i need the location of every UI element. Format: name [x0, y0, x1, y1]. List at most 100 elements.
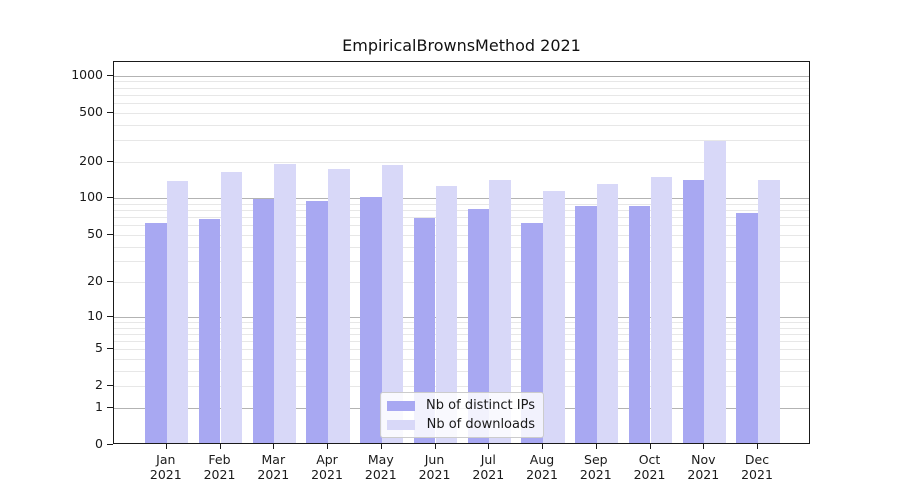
x-tick-mark: [703, 444, 705, 449]
x-tick-label: Jan 2021: [149, 452, 182, 482]
y-tick-label: 5: [95, 340, 103, 356]
bar-downloads: [220, 171, 243, 443]
y-tick-label: 10: [87, 307, 103, 323]
gridline-minor: [114, 234, 809, 236]
bar-distinct-ips: [628, 205, 651, 443]
bar-distinct-ips: [682, 179, 705, 443]
bar-downloads: [328, 169, 350, 443]
gridline-minor: [114, 87, 809, 89]
y-tick-mark: [107, 111, 113, 113]
gridline-major: [114, 75, 809, 77]
y-tick-label: 500: [79, 103, 103, 119]
bar-distinct-ips: [360, 197, 382, 443]
x-tick-label: May 2021: [364, 452, 397, 482]
x-tick-label: Apr 2021: [311, 452, 343, 482]
legend-label-distinct-ips: Nb of distinct IPs: [426, 398, 535, 413]
gridline-major: [114, 316, 809, 318]
gridline-minor: [114, 139, 809, 141]
y-tick-label: 2: [95, 377, 103, 393]
y-tick-label: 100: [79, 189, 103, 205]
y-tick-mark: [107, 348, 113, 350]
bar-downloads: [166, 180, 189, 443]
bar-distinct-ips: [252, 199, 275, 443]
gridline-minor: [114, 94, 809, 96]
gridline-minor: [114, 282, 809, 284]
y-tick-label: 0: [95, 436, 103, 451]
x-tick-label: Jun 2021: [418, 452, 451, 482]
y-tick-label: 1: [95, 398, 103, 414]
y-tick-mark: [107, 385, 113, 387]
gridline-minor: [114, 321, 809, 323]
legend-item-downloads: Nb of downloads: [387, 417, 535, 432]
plot-area: [113, 61, 810, 444]
bar-downloads: [435, 185, 458, 443]
y-tick-mark: [107, 74, 113, 76]
gridline-minor: [114, 333, 809, 335]
x-tick-mark: [488, 444, 490, 449]
gridline-minor: [114, 327, 809, 329]
legend-swatch-downloads: [387, 419, 415, 430]
gridline-minor: [114, 81, 809, 83]
bar-downloads: [489, 180, 511, 443]
y-tick-mark: [107, 160, 113, 162]
legend-label-downloads: Nb of downloads: [426, 417, 535, 432]
bar-downloads: [596, 184, 619, 443]
gridline-major: [114, 198, 809, 200]
x-tick-mark: [165, 444, 167, 449]
gridline-minor: [114, 102, 809, 104]
bar-downloads: [650, 176, 673, 443]
x-tick-mark: [757, 444, 758, 449]
y-tick-label: 50: [87, 225, 103, 241]
gridline-minor: [114, 161, 809, 163]
bar-distinct-ips: [145, 223, 167, 443]
bar-downloads: [758, 179, 780, 443]
bar-downloads: [543, 191, 565, 443]
x-tick-label: Aug 2021: [526, 452, 558, 482]
x-tick-label: Dec 2021: [741, 452, 773, 482]
bar-downloads: [704, 140, 726, 443]
legend-item-distinct-ips: Nb of distinct IPs: [387, 398, 535, 413]
x-tick-label: Oct 2021: [633, 452, 666, 482]
gridline-minor: [114, 359, 809, 360]
bar-distinct-ips: [198, 219, 221, 443]
y-tick-label: 200: [79, 152, 103, 168]
y-tick-mark: [107, 197, 113, 199]
x-tick-label: Mar 2021: [257, 452, 290, 482]
gridline-minor: [114, 370, 809, 372]
x-tick-label: Sep 2021: [579, 452, 612, 482]
y-tick-label: 1000: [71, 66, 103, 82]
bar-distinct-ips: [736, 213, 758, 443]
x-tick-label: Feb 2021: [203, 452, 236, 482]
bar-distinct-ips: [575, 205, 597, 443]
y-tick-label: 20: [87, 273, 103, 289]
bar-downloads: [274, 163, 296, 443]
gridline-minor: [114, 203, 809, 205]
x-tick-mark: [595, 444, 597, 449]
y-tick-mark: [107, 406, 113, 408]
x-tick-label: Jul 2021: [472, 452, 505, 482]
y-tick-mark: [107, 233, 113, 235]
x-tick-mark: [649, 444, 651, 449]
chart-title: EmpiricalBrownsMethod 2021: [342, 36, 581, 55]
gridline-minor: [114, 261, 809, 263]
x-tick-mark: [380, 444, 382, 449]
x-tick-label: Nov 2021: [687, 452, 720, 482]
gridline-minor: [114, 349, 809, 351]
gridline-minor: [114, 341, 809, 342]
bar-distinct-ips: [306, 201, 328, 443]
x-tick-mark: [273, 444, 275, 449]
y-tick-mark: [107, 281, 113, 283]
legend: Nb of distinct IPs Nb of downloads: [380, 392, 544, 438]
gridline-minor: [114, 386, 809, 388]
bar-distinct-ips: [521, 223, 543, 443]
legend-swatch-distinct-ips: [387, 400, 415, 411]
gridline-minor: [114, 225, 809, 227]
gridline-minor: [114, 124, 809, 126]
gridline-minor: [114, 217, 809, 219]
gridline-minor: [114, 112, 809, 114]
bar-distinct-ips: [413, 218, 436, 443]
y-tick-mark: [107, 315, 113, 317]
x-tick-mark: [219, 444, 221, 449]
bar-downloads: [381, 164, 404, 443]
